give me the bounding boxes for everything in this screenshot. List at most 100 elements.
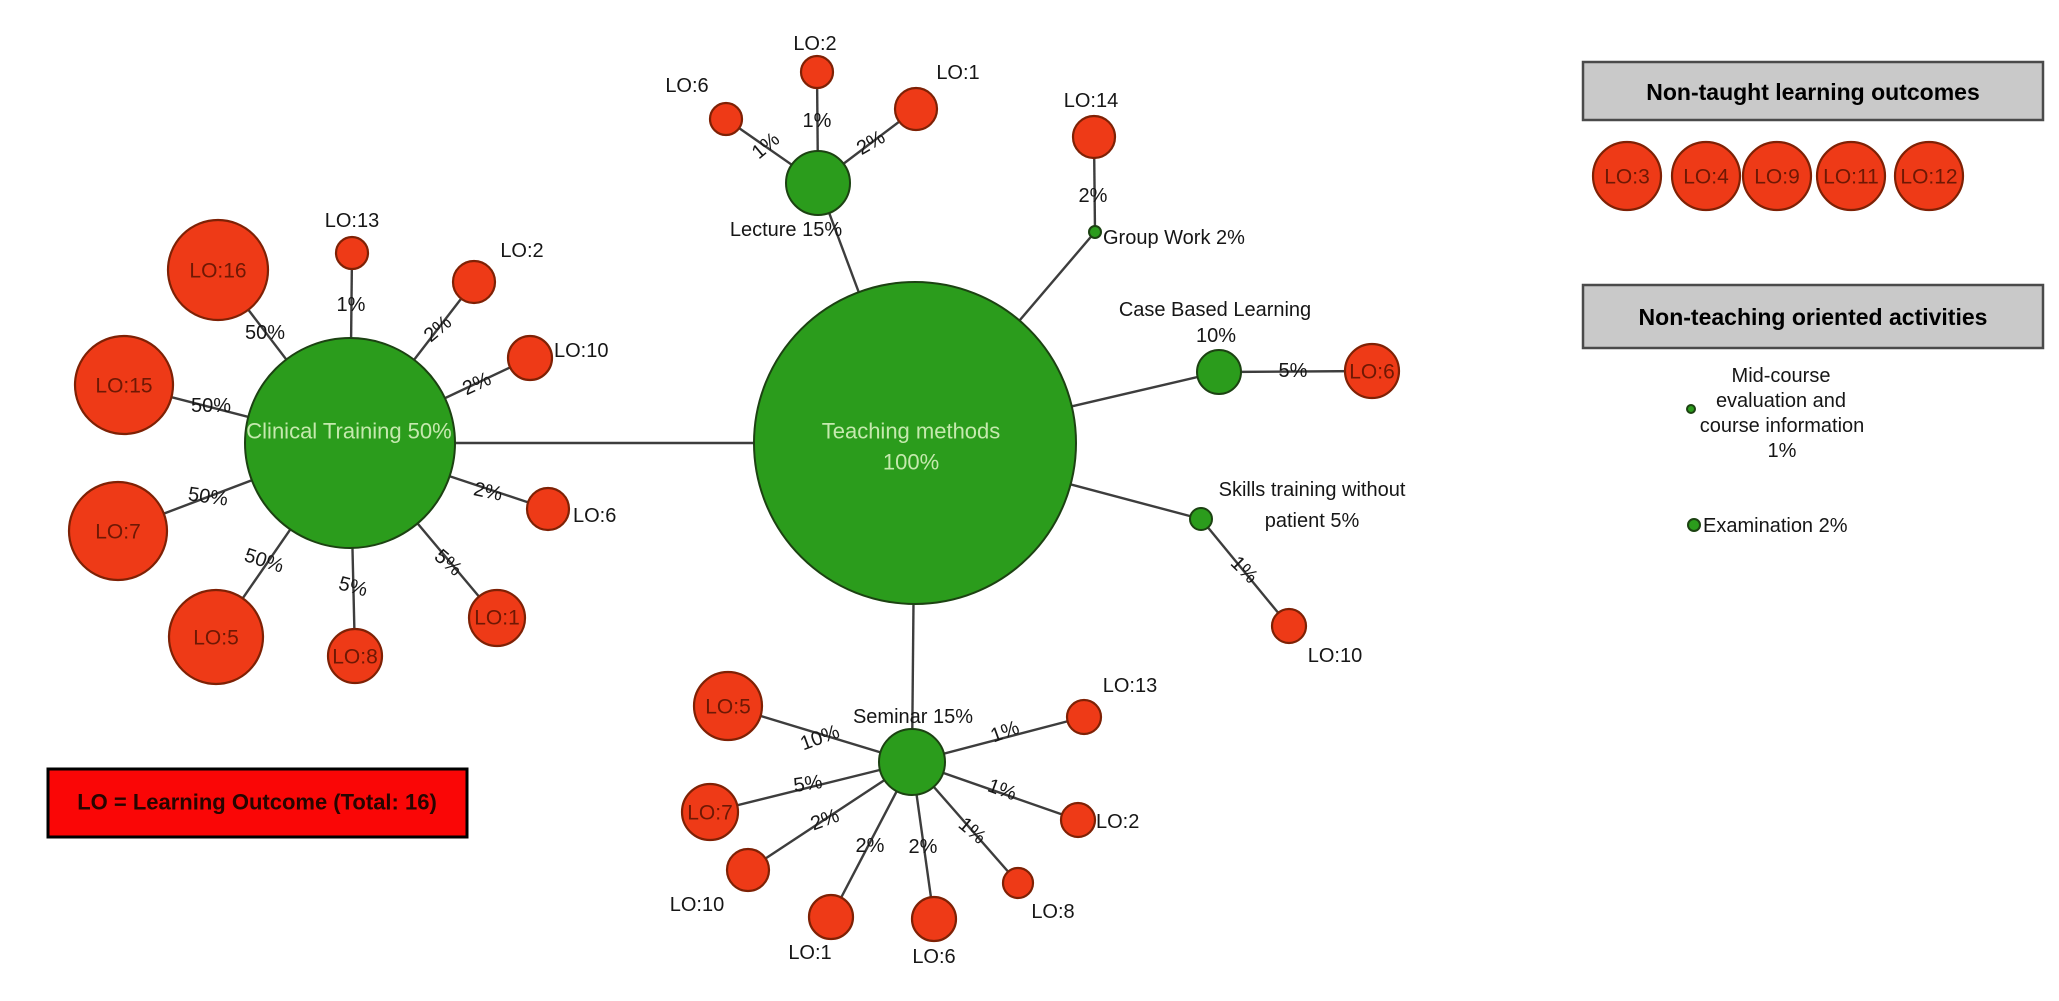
seminar-lo13-pct: 1% <box>988 717 1023 748</box>
casebased-lo6-label: LO:6 <box>1349 361 1395 384</box>
legend-text: LO = Learning Outcome (Total: 16) <box>77 790 437 815</box>
groupwork-lo14-label: LO:14 <box>1064 90 1118 112</box>
seminar-lo2-label: LO:2 <box>1096 811 1139 833</box>
clinical-lo2-label: LO:2 <box>500 240 543 262</box>
seminar-lo1-pct: 2% <box>856 835 885 857</box>
seminar-hub-circle <box>878 728 946 796</box>
skills-hub-label-line1: Skills training without <box>1219 479 1406 501</box>
non-taught-lo9-node <box>1741 140 1813 212</box>
non-taught-lo3-node <box>1591 140 1663 212</box>
seminar-lo5-node <box>692 670 764 742</box>
seminar-lo5-label: LO:5 <box>705 696 751 719</box>
casebased-hub-label-line2: 10% <box>1196 325 1236 347</box>
seminar-lo5-pct: 10% <box>797 721 842 755</box>
clinical-lo10-pct: 2% <box>459 368 495 400</box>
edge-skills-lo10 <box>1200 518 1290 627</box>
clinical-lo6-pct: 2% <box>472 478 505 506</box>
seminar-lo10-pct: 2% <box>808 805 843 836</box>
non-taught-title: Non-taught learning outcomes <box>1646 79 1980 105</box>
seminar-lo2-pct: 1% <box>985 775 1020 806</box>
non-taught-panel: Non-taught learning outcomes LO:3 LO:4 L… <box>1581 60 2045 212</box>
clinical-lo1-node <box>467 588 527 648</box>
non-teaching-title: Non-teaching oriented activities <box>1639 304 1988 330</box>
non-taught-lo11-node <box>1815 140 1887 212</box>
edge-seminar-lo7 <box>709 760 913 814</box>
lecture-lo6-pct: 1% <box>748 128 784 164</box>
lecture-lo1-node <box>893 86 939 132</box>
groupwork-hub-label: Group Work 2% <box>1103 227 1245 249</box>
non-taught-header-box <box>1581 60 2045 122</box>
teaching-hub-label-line1: Teaching methods <box>822 419 1001 444</box>
clinical-lo8-pct: 5% <box>336 573 370 602</box>
lecture-hub-circle <box>785 150 851 216</box>
casebased-lo6-node <box>1343 342 1401 400</box>
non-taught-lo12-node <box>1893 140 1965 212</box>
clinical-lo8-label: LO:8 <box>332 646 378 669</box>
seminar-lo6-pct: 2% <box>909 836 938 858</box>
lecture-lo6-label: LO:6 <box>665 75 708 97</box>
casebased-hub-label-line1: Case Based Learning <box>1119 299 1311 321</box>
clinical-lo16-node <box>166 218 270 322</box>
seminar-lo8-node <box>1001 866 1035 900</box>
clinical-lo5-node <box>167 588 265 686</box>
lecture-lo1-label: LO:1 <box>936 62 979 84</box>
clinical-lo5-label: LO:5 <box>193 627 239 650</box>
clinical-lo2-pct: 2% <box>420 311 456 347</box>
mid-course-label-line3: course information <box>1700 415 1865 437</box>
lecture-lo2-node <box>799 54 835 90</box>
skills-lo10-node <box>1270 607 1308 645</box>
seminar-lo10-label: LO:10 <box>670 894 724 916</box>
seminar-lo1-node <box>807 893 855 941</box>
lecture-hub-label: Lecture 15% <box>730 219 843 241</box>
clinical-lo8-node <box>326 627 384 685</box>
seminar-lo7-pct: 5% <box>792 771 824 797</box>
clinical-lo7-pct: 50% <box>187 483 230 510</box>
clinical-lo6-label: LO:6 <box>573 505 616 527</box>
groupwork-lo14-pct: 2% <box>1079 185 1108 207</box>
clinical-lo13-node <box>334 235 370 271</box>
clinical-lo10-label: LO:10 <box>554 340 608 362</box>
seminar-lo13-node <box>1065 698 1103 736</box>
clinical-lo15-node <box>73 334 175 436</box>
lecture-lo6-node <box>708 101 744 137</box>
non-teaching-header-box <box>1581 283 2045 350</box>
seminar-lo13-label: LO:13 <box>1103 675 1157 697</box>
clinical-lo5-pct: 50% <box>242 544 287 577</box>
non-taught-lo4-label: LO:4 <box>1683 166 1729 189</box>
clinical-lo15-pct: 50% <box>191 395 231 417</box>
clinical-lo13-label: LO:13 <box>325 210 379 232</box>
seminar-lo6-node <box>910 895 958 943</box>
seminar-lo8-label: LO:8 <box>1031 901 1074 923</box>
casebased-lo6-pct: 5% <box>1279 360 1308 382</box>
clinical-lo13-pct: 1% <box>337 294 366 316</box>
mid-course-dot <box>1686 404 1696 414</box>
legend-box <box>46 767 469 839</box>
lo-labels: LO:6 LO:2 LO:1 LO:14 LO:6 LO:10 LO:16 LO… <box>95 33 1395 968</box>
clinical-lo16-pct: 50% <box>245 322 285 344</box>
non-taught-lo12-label: LO:12 <box>1900 166 1957 189</box>
examination-label: Examination 2% <box>1703 515 1848 537</box>
clinical-lo2-node <box>451 259 497 305</box>
clinical-hub-label: Clinical Training 50% <box>246 419 451 444</box>
mid-course-label-line2: evaluation and <box>1716 390 1846 412</box>
clinical-lo1-label: LO:1 <box>474 607 520 630</box>
skills-hub-dot <box>1189 507 1213 531</box>
seminar-lo10-node <box>725 847 771 893</box>
mid-course-label-line4: 1% <box>1768 440 1797 462</box>
legend: LO = Learning Outcome (Total: 16) <box>46 767 469 839</box>
examination-dot <box>1687 518 1701 532</box>
clinical-lo6-node <box>525 486 571 532</box>
lecture-lo2-label: LO:2 <box>793 33 836 55</box>
hub-labels: Teaching methods 100% Clinical Training … <box>246 219 1406 728</box>
clinical-lo10-node <box>506 334 554 382</box>
seminar-lo7-node <box>680 782 740 842</box>
seminar-lo2-node <box>1059 801 1097 839</box>
lecture-lo1-pct: 2% <box>853 126 889 160</box>
seminar-lo7-label: LO:7 <box>687 802 733 825</box>
seminar-lo1-label: LO:1 <box>788 942 831 964</box>
clinical-lo7-label: LO:7 <box>95 521 141 544</box>
non-taught-lo4-node <box>1670 140 1742 212</box>
skills-lo10-label: LO:10 <box>1308 645 1362 667</box>
mid-course-label-line1: Mid-course <box>1732 365 1831 387</box>
